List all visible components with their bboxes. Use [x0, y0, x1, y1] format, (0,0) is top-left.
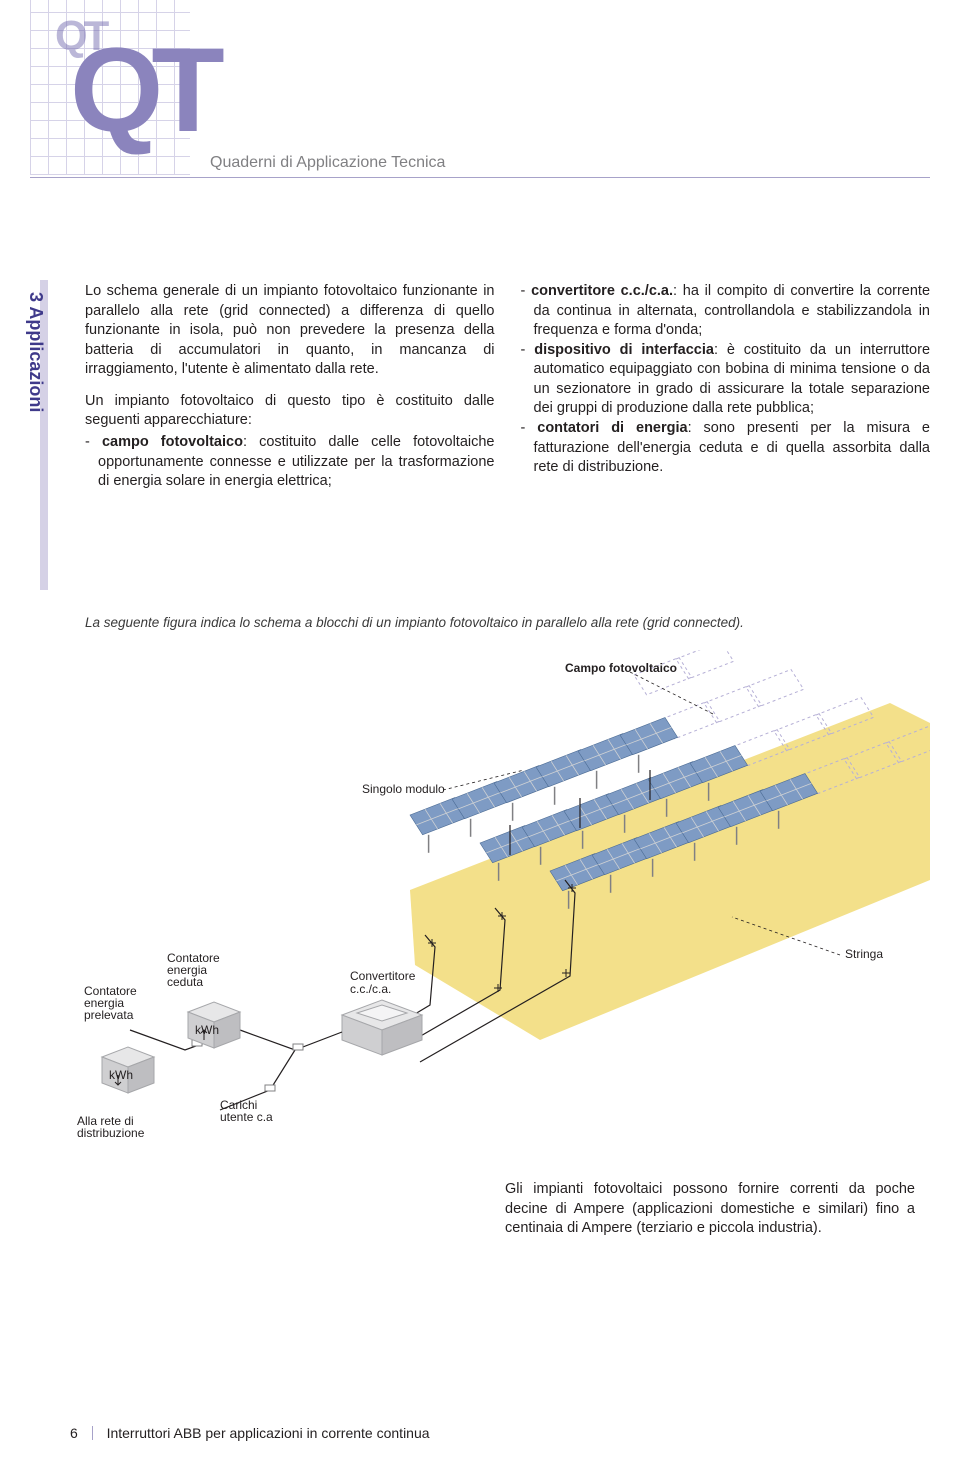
- meter-prelevata-box: kWh: [102, 1047, 154, 1093]
- closing-paragraph: Gli impianti fotovoltaici possono fornir…: [505, 1180, 915, 1239]
- meter-ceduta-box: kWh: [188, 1002, 240, 1048]
- right-b2-term: dispositivo di interfaccia: [534, 342, 714, 358]
- header-rule: [30, 177, 930, 178]
- body-columns: Lo schema generale di un impianto fotovo…: [85, 282, 930, 492]
- label-rete: Alla rete didistribuzione: [77, 1114, 145, 1140]
- label-modulo: Singolo modulo: [362, 782, 445, 796]
- left-b1-term: campo fotovoltaico: [102, 434, 243, 450]
- grid-connected-diagram: kWh kWh Campo fotovoltaico Singolo modul…: [70, 650, 930, 1150]
- page-number: 6: [70, 1425, 78, 1441]
- label-campo: Campo fotovoltaico: [565, 661, 677, 675]
- right-b1-term: convertitore c.c./c.a.: [531, 283, 673, 299]
- right-b3: contatori di energia: sono presenti per …: [521, 419, 931, 478]
- label-stringa: Stringa: [845, 947, 883, 961]
- page-footer: 6 Interruttori ABB per applicazioni in c…: [70, 1425, 430, 1441]
- right-b1: convertitore c.c./c.a.: ha il compito di…: [521, 282, 931, 341]
- converter-box: [342, 1000, 422, 1055]
- left-b1: campo fotovoltaico: costituito dalle cel…: [85, 433, 495, 492]
- right-b2: dispositivo di interfaccia: è costituito…: [521, 341, 931, 419]
- array-shadow: [410, 703, 930, 1040]
- callout-campo: [630, 672, 713, 714]
- page-header: QT QT: [0, 0, 250, 215]
- left-column: Lo schema generale di un impianto fotovo…: [85, 282, 495, 492]
- ac-switch-symbols: [192, 1040, 303, 1091]
- header-subtitle: Quaderni di Applicazione Tecnica: [210, 154, 445, 172]
- kwh-label-2: kWh: [109, 1068, 133, 1082]
- label-ceduta: Contatoreenergiaceduta: [167, 951, 220, 989]
- section-label: 3 Applicazioni: [25, 292, 46, 412]
- right-b3-term: contatori di energia: [537, 420, 687, 436]
- footer-divider: [92, 1426, 93, 1440]
- left-p1: Lo schema generale di un impianto fotovo…: [85, 282, 495, 380]
- label-prelevata: Contatoreenergiaprelevata: [84, 984, 137, 1022]
- left-p2: Un impianto fotovoltaico di questo tipo …: [85, 392, 495, 431]
- qt-logo-big: QT: [70, 30, 213, 150]
- kwh-label-1: kWh: [195, 1023, 219, 1037]
- label-convertitore: Convertitorec.c./c.a.: [350, 969, 416, 996]
- label-carichi: Carichiutente c.a: [220, 1098, 273, 1124]
- right-column: convertitore c.c./c.a.: ha il compito di…: [521, 282, 931, 492]
- footer-title: Interruttori ABB per applicazioni in cor…: [107, 1425, 430, 1441]
- figure-caption: La seguente figura indica lo schema a bl…: [85, 615, 915, 630]
